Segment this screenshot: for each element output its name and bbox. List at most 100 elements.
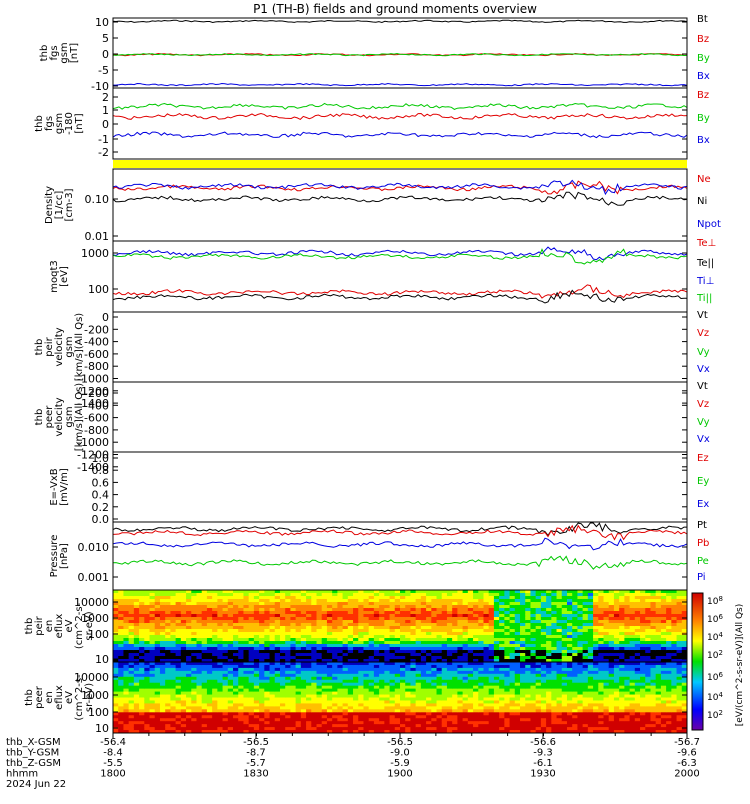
heatmap-cell: [176, 611, 182, 615]
heatmap-cell: [410, 614, 416, 618]
heatmap-cell: [457, 683, 463, 686]
heatmap-cell: [525, 724, 531, 727]
heatmap-cell: [155, 683, 161, 686]
heatmap-cell: [416, 656, 422, 660]
heatmap-cell: [343, 686, 349, 689]
heatmap-cell: [405, 593, 411, 597]
heatmap-cell: [118, 605, 124, 609]
heatmap-cell: [363, 692, 369, 695]
heatmap-cell: [499, 617, 505, 621]
heatmap-cell: [515, 695, 521, 698]
heatmap-cell: [358, 686, 364, 689]
heatmap-cell: [249, 605, 255, 609]
heatmap-cell: [604, 614, 610, 618]
heatmap-cell: [243, 629, 249, 633]
heatmap-cell: [113, 721, 119, 724]
heatmap-cell: [181, 671, 187, 674]
heatmap-cell: [374, 632, 380, 636]
heatmap-cell: [176, 683, 182, 686]
heatmap-cell: [327, 689, 333, 692]
heatmap-cell: [311, 683, 317, 686]
heatmap-cell: [275, 712, 281, 715]
heatmap-cell: [270, 608, 276, 612]
heatmap-cell: [150, 700, 156, 703]
heatmap-cell: [270, 718, 276, 721]
heatmap-cell: [228, 635, 234, 639]
heatmap-cell: [661, 590, 667, 594]
heatmap-cell: [196, 632, 202, 636]
heatmap-cell: [170, 635, 176, 639]
heatmap-cell: [301, 611, 307, 615]
heatmap-cell: [541, 665, 547, 668]
heatmap-cell: [379, 647, 385, 651]
heatmap-cell: [426, 724, 432, 727]
heatmap-cell: [635, 605, 641, 609]
heatmap-cell: [572, 593, 578, 597]
heatmap-cell: [426, 721, 432, 724]
heatmap-cell: [207, 656, 213, 660]
heatmap-cell: [212, 596, 218, 600]
heatmap-cell: [567, 703, 573, 706]
heatmap-cell: [557, 608, 563, 612]
heatmap-cell: [196, 692, 202, 695]
ytick-label: 0.6: [92, 476, 110, 489]
heatmap-cell: [468, 596, 474, 600]
heatmap-cell: [661, 638, 667, 642]
heatmap-cell: [202, 644, 208, 648]
heatmap-cell: [483, 608, 489, 612]
heatmap-cell: [343, 665, 349, 668]
heatmap-cell: [238, 665, 244, 668]
heatmap-cell: [217, 605, 223, 609]
heatmap-cell: [113, 662, 119, 665]
heatmap-cell: [296, 623, 302, 627]
heatmap-cell: [118, 727, 124, 730]
heatmap-cell: [363, 703, 369, 706]
heatmap-cell: [280, 611, 286, 615]
heatmap-cell: [264, 656, 270, 660]
heatmap-cell: [134, 689, 140, 692]
heatmap-cell: [478, 665, 484, 668]
heatmap-cell: [228, 650, 234, 654]
heatmap-cell: [468, 721, 474, 724]
heatmap-cell: [437, 635, 443, 639]
heatmap-cell: [181, 653, 187, 657]
heatmap-cell: [207, 703, 213, 706]
heatmap-cell: [468, 718, 474, 721]
heatmap-cell: [139, 718, 145, 721]
heatmap-cell: [343, 706, 349, 709]
heatmap-cell: [212, 647, 218, 651]
heatmap-cell: [369, 709, 375, 712]
heatmap-cell: [118, 683, 124, 686]
heatmap-cell: [223, 608, 229, 612]
heatmap-cell: [181, 721, 187, 724]
heatmap-cell: [390, 709, 396, 712]
heatmap-cell: [551, 662, 557, 665]
heatmap-cell: [546, 629, 552, 633]
heatmap-cell: [379, 644, 385, 648]
heatmap-cell: [191, 706, 197, 709]
heatmap-cell: [264, 724, 270, 727]
heatmap-cell: [410, 653, 416, 657]
heatmap-cell: [150, 695, 156, 698]
heatmap-cell: [437, 671, 443, 674]
heatmap-cell: [317, 712, 323, 715]
heatmap-cell: [473, 656, 479, 660]
heatmap-cell: [473, 629, 479, 633]
heatmap-cell: [400, 718, 406, 721]
heatmap-cell: [170, 709, 176, 712]
heatmap-cell: [275, 653, 281, 657]
heatmap-cell: [327, 662, 333, 665]
heatmap-cell: [181, 724, 187, 727]
heatmap-cell: [155, 617, 161, 621]
heatmap-cell: [243, 605, 249, 609]
heatmap-cell: [280, 689, 286, 692]
heatmap-cell: [379, 608, 385, 612]
heatmap-cell: [562, 700, 568, 703]
heatmap-cell: [593, 617, 599, 621]
heatmap-cell: [567, 709, 573, 712]
heatmap-cell: [588, 638, 594, 642]
heatmap-cell: [202, 596, 208, 600]
heatmap-cell: [525, 632, 531, 636]
heatmap-cell: [332, 623, 338, 627]
heatmap-cell: [123, 602, 129, 606]
